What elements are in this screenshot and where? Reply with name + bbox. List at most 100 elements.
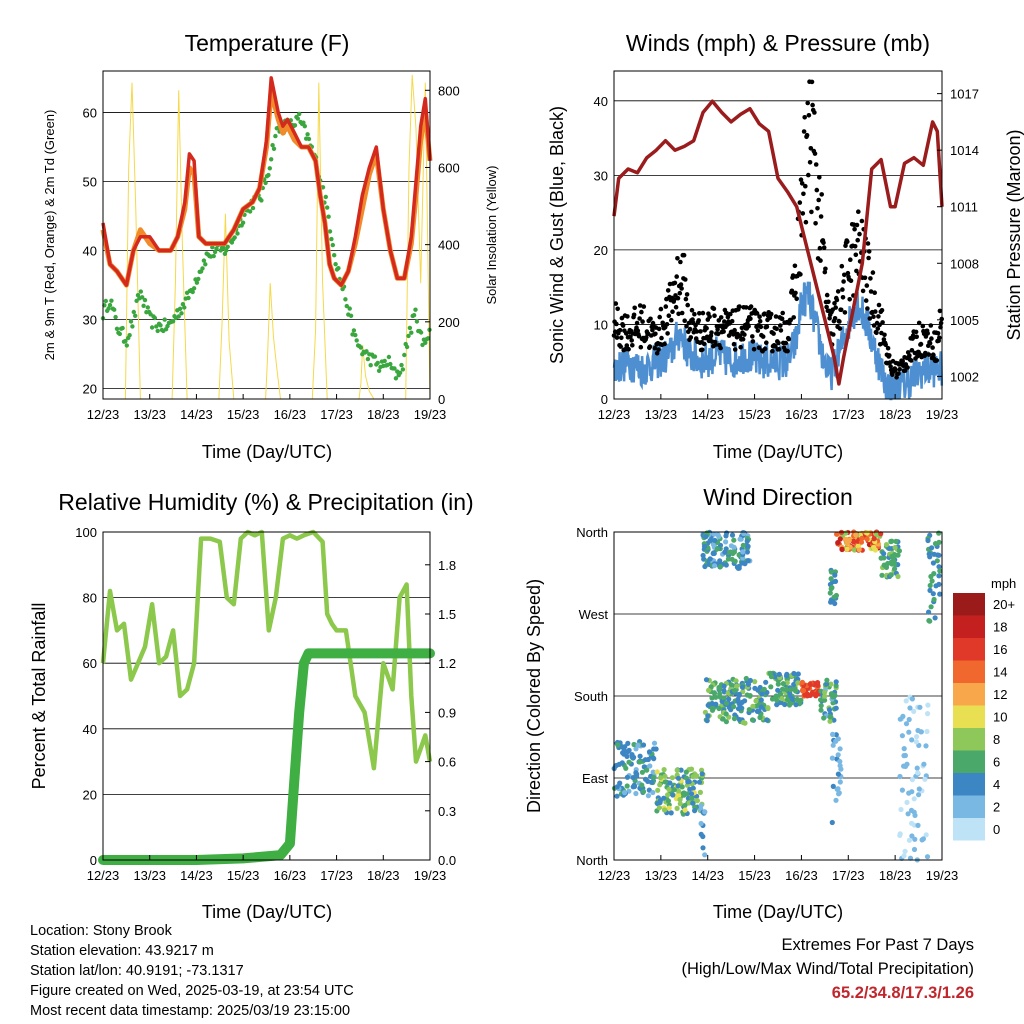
direction-point — [662, 779, 669, 785]
legend-swatch — [953, 728, 985, 751]
direction-point — [677, 801, 683, 807]
legend-swatch — [953, 818, 985, 841]
direction-point — [913, 739, 920, 745]
winds-xlabel: Time (Day/UTC) — [713, 442, 843, 462]
gust-point — [618, 344, 623, 349]
direction-point — [624, 753, 630, 760]
x-tick-label: 16/23 — [274, 407, 307, 422]
direction-point — [631, 782, 637, 788]
gust-point — [876, 314, 881, 319]
humidity-title: Relative Humidity (%) & Precipitation (i… — [58, 489, 473, 515]
dewpoint-point — [201, 258, 207, 263]
direction-point — [717, 564, 724, 570]
dewpoint-point — [295, 116, 300, 121]
x-tick-label: 15/23 — [738, 407, 771, 422]
dewpoint-point — [348, 313, 354, 318]
direction-point — [839, 546, 845, 553]
gust-point — [679, 286, 684, 291]
direction-point — [752, 685, 758, 691]
dewpoint-point — [131, 309, 136, 315]
gust-point — [868, 276, 873, 281]
direction-point — [744, 549, 751, 555]
gust-point — [675, 255, 680, 261]
direction-point — [822, 689, 828, 695]
dewpoint-point — [330, 242, 335, 248]
direction-point — [668, 810, 674, 816]
direction-point — [795, 671, 801, 677]
direction-point — [707, 537, 713, 544]
gust-point — [896, 371, 901, 376]
x-tick-label: 12/23 — [598, 407, 631, 422]
y-right-tick-label: 1002 — [950, 369, 979, 384]
gust-point — [762, 346, 768, 352]
direction-point — [645, 778, 651, 785]
gust-point — [813, 221, 818, 226]
direction-point — [918, 729, 924, 735]
direction-point — [655, 787, 661, 793]
direction-point — [759, 691, 765, 697]
x-tick-label: 15/23 — [227, 407, 260, 422]
direction-point — [740, 549, 746, 555]
direction-point — [640, 789, 647, 795]
direction-point — [651, 746, 657, 752]
dewpoint-point — [344, 303, 349, 309]
direction-point — [784, 680, 790, 686]
gust-point — [773, 344, 778, 349]
direction-point — [833, 705, 839, 711]
gust-point — [885, 345, 891, 351]
gust-point — [758, 324, 764, 330]
direction-point — [859, 535, 865, 542]
dewpoint-point — [211, 253, 216, 259]
dewpoint-point — [240, 220, 246, 225]
gust-point — [764, 324, 770, 330]
x-tick-label: 18/23 — [879, 407, 912, 422]
direction-point — [871, 536, 877, 542]
winds-ticks: 12/23 13/23 14/23 15/23 16/23 17/23 18/23 19/23… — [594, 87, 979, 422]
gust-point — [762, 311, 767, 317]
temperature-xlabel: Time (Day/UTC) — [202, 442, 332, 462]
direction-point — [896, 548, 903, 554]
direction-point — [821, 715, 827, 721]
direction-point — [689, 795, 695, 801]
gust-point — [797, 200, 803, 205]
recent-timestamp: Most recent data timestamp: 2025/03/19 2… — [30, 1003, 351, 1019]
dewpoint-point — [269, 157, 274, 162]
direction-point — [824, 677, 830, 683]
direction-point — [837, 746, 843, 752]
gust-point — [779, 316, 785, 322]
y-right-tick-label: 1.8 — [438, 558, 456, 573]
direction-point — [901, 853, 907, 859]
direction-point — [722, 549, 728, 555]
direction-point — [906, 716, 912, 723]
direction-point — [844, 546, 850, 552]
direction-point — [906, 837, 913, 843]
direction-point — [934, 558, 940, 564]
direction-point — [657, 782, 663, 788]
gust-point — [637, 316, 642, 321]
direction-point — [909, 696, 916, 702]
direction-point — [758, 697, 764, 703]
dewpoint-point — [399, 362, 404, 368]
dewpoint-point — [267, 166, 272, 171]
legend-label: 2 — [993, 800, 1000, 815]
gust-point — [679, 310, 685, 316]
dewpoint-point — [107, 302, 113, 308]
gust-point — [677, 290, 683, 296]
direction-point — [925, 711, 931, 717]
direction-point — [905, 811, 911, 817]
legend-label: 16 — [993, 642, 1007, 657]
dewpoint-point — [113, 314, 118, 320]
gust-point — [791, 315, 796, 320]
direction-point — [671, 787, 678, 793]
direction-point — [830, 742, 836, 748]
gust-point — [614, 335, 620, 340]
direction-point — [645, 793, 652, 799]
gust-point — [665, 331, 670, 336]
gust-point — [793, 290, 798, 296]
gust-point — [860, 288, 866, 294]
direction-point — [830, 731, 836, 738]
legend-label: 6 — [993, 755, 1000, 770]
direction-point — [703, 677, 710, 683]
direction-point — [767, 670, 773, 677]
